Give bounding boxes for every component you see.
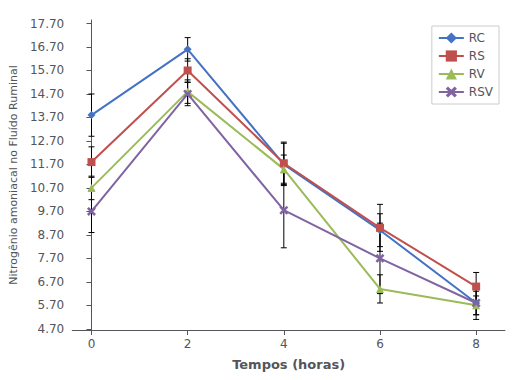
svg-text:RS: RS xyxy=(469,49,485,63)
svg-text:0: 0 xyxy=(88,337,96,351)
svg-text:RV: RV xyxy=(469,67,486,81)
svg-text:17.70: 17.70 xyxy=(30,17,64,31)
svg-text:12.70: 12.70 xyxy=(30,134,64,148)
svg-text:2: 2 xyxy=(184,337,192,351)
svg-text:6.70: 6.70 xyxy=(38,275,65,289)
svg-text:15.70: 15.70 xyxy=(30,63,64,77)
svg-text:4: 4 xyxy=(280,337,288,351)
svg-text:RC: RC xyxy=(469,31,485,45)
svg-text:4.70: 4.70 xyxy=(38,322,65,336)
svg-text:9.70: 9.70 xyxy=(38,204,65,218)
svg-text:Tempos (horas): Tempos (horas) xyxy=(232,357,345,372)
svg-text:14.70: 14.70 xyxy=(30,87,64,101)
svg-text:6: 6 xyxy=(376,337,384,351)
svg-text:11.70: 11.70 xyxy=(30,157,64,171)
svg-text:5.70: 5.70 xyxy=(38,298,65,312)
svg-text:8: 8 xyxy=(472,337,480,351)
svg-text:RSV: RSV xyxy=(469,85,494,99)
svg-text:Nitrogênio amoniacal no Fluído: Nitrogênio amoniacal no Fluído Ruminal xyxy=(7,65,20,284)
svg-text:8.70: 8.70 xyxy=(38,228,65,242)
svg-text:7.70: 7.70 xyxy=(38,251,65,265)
svg-text:10.70: 10.70 xyxy=(30,181,64,195)
svg-text:13.70: 13.70 xyxy=(30,110,64,124)
svg-text:16.70: 16.70 xyxy=(30,40,64,54)
